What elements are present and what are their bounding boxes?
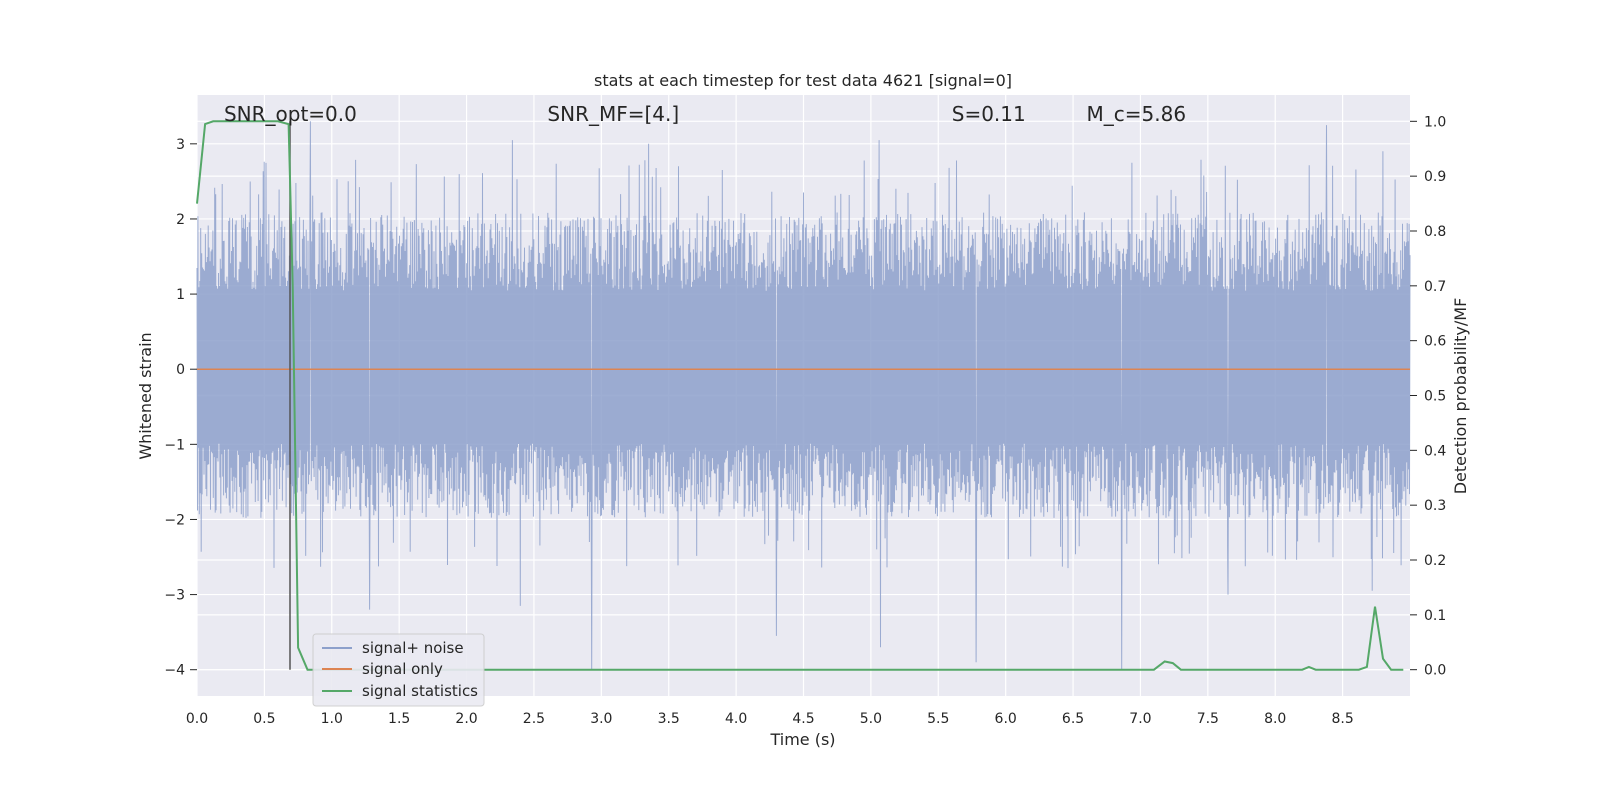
x-tick-label: 1.0 [321,711,343,727]
x-tick-label: 7.5 [1197,711,1219,727]
x-tick-label: 6.5 [1062,711,1084,727]
x-tick-label: 1.5 [388,711,410,727]
x-tick-label: 2.5 [523,711,545,727]
x-tick-label: 4.0 [725,711,747,727]
x-tick-label: 3.0 [590,711,612,727]
legend-label-signal-plus-noise: signal+ noise [362,639,464,657]
y2-tick-label: 0.1 [1424,608,1446,624]
x-tick-label: 3.5 [658,711,680,727]
annotation-3: M_c=5.86 [1087,102,1187,126]
y-tick-label: −3 [164,588,185,604]
annotations: SNR_opt=0.0 SNR_MF=[4.] S=0.11 M_c=5.86 [224,102,1186,126]
annotation-1: SNR_MF=[4.] [547,102,679,126]
y2-tick-label: 0.5 [1424,389,1446,405]
x-tick-label: 5.5 [927,711,949,727]
annotation-2: S=0.11 [952,102,1026,126]
x-tick-label: 4.5 [792,711,814,727]
series-signal-plus-noise [196,121,1411,670]
plot-area [196,120,1411,671]
y-tick-label: 2 [176,212,185,228]
x-tick-label: 7.0 [1129,711,1151,727]
y2-tick-label: 0.9 [1424,169,1446,185]
x-tick-label: 6.0 [995,711,1017,727]
y2-tick-label: 0.0 [1424,663,1446,679]
legend-box [312,633,485,707]
y2-tick-label: 0.6 [1424,334,1446,350]
legend: signal+ noise signal only signal statist… [312,633,485,707]
y-tick-label: 3 [176,137,185,153]
legend-label-signal-statistics: signal statistics [362,682,478,700]
y2-tick-label: 0.3 [1424,498,1446,514]
y2-tick-label: 0.7 [1424,279,1446,295]
y2-tick-label: 0.2 [1424,553,1446,569]
y-tick-label: −1 [164,437,185,453]
y2-tick-label: 0.4 [1424,443,1446,459]
chart-title: stats at each timestep for test data 462… [594,71,1012,90]
y-tick-label: 1 [176,287,185,303]
x-tick-label: 8.5 [1331,711,1353,727]
x-tick-label: 0.0 [186,711,208,727]
x-tick-label: 2.0 [455,711,477,727]
y-tick-label: 0 [176,362,185,378]
axis-ticks: 0.0 0.5 1.0 1.5 2.0 2.5 3.0 3.5 4.0 4.5 5.0 5.5 6.0 6… [164,114,1446,727]
x-tick-label: 8.0 [1264,711,1286,727]
y2-tick-label: 1.0 [1424,114,1446,130]
y-tick-label: −4 [164,663,185,679]
x-tick-label: 0.5 [253,711,275,727]
x-axis-label: Time (s) [769,730,835,749]
y-tick-label: −2 [164,512,185,528]
series-signal-statistics [196,120,1404,671]
y2-tick-label: 0.8 [1424,224,1446,240]
legend-label-signal-only: signal only [362,660,443,678]
y2-axis-label: Detection probability/MF [1451,298,1470,495]
y-axis-label: Whitened strain [136,332,155,459]
x-tick-label: 5.0 [860,711,882,727]
annotation-0: SNR_opt=0.0 [224,102,357,126]
